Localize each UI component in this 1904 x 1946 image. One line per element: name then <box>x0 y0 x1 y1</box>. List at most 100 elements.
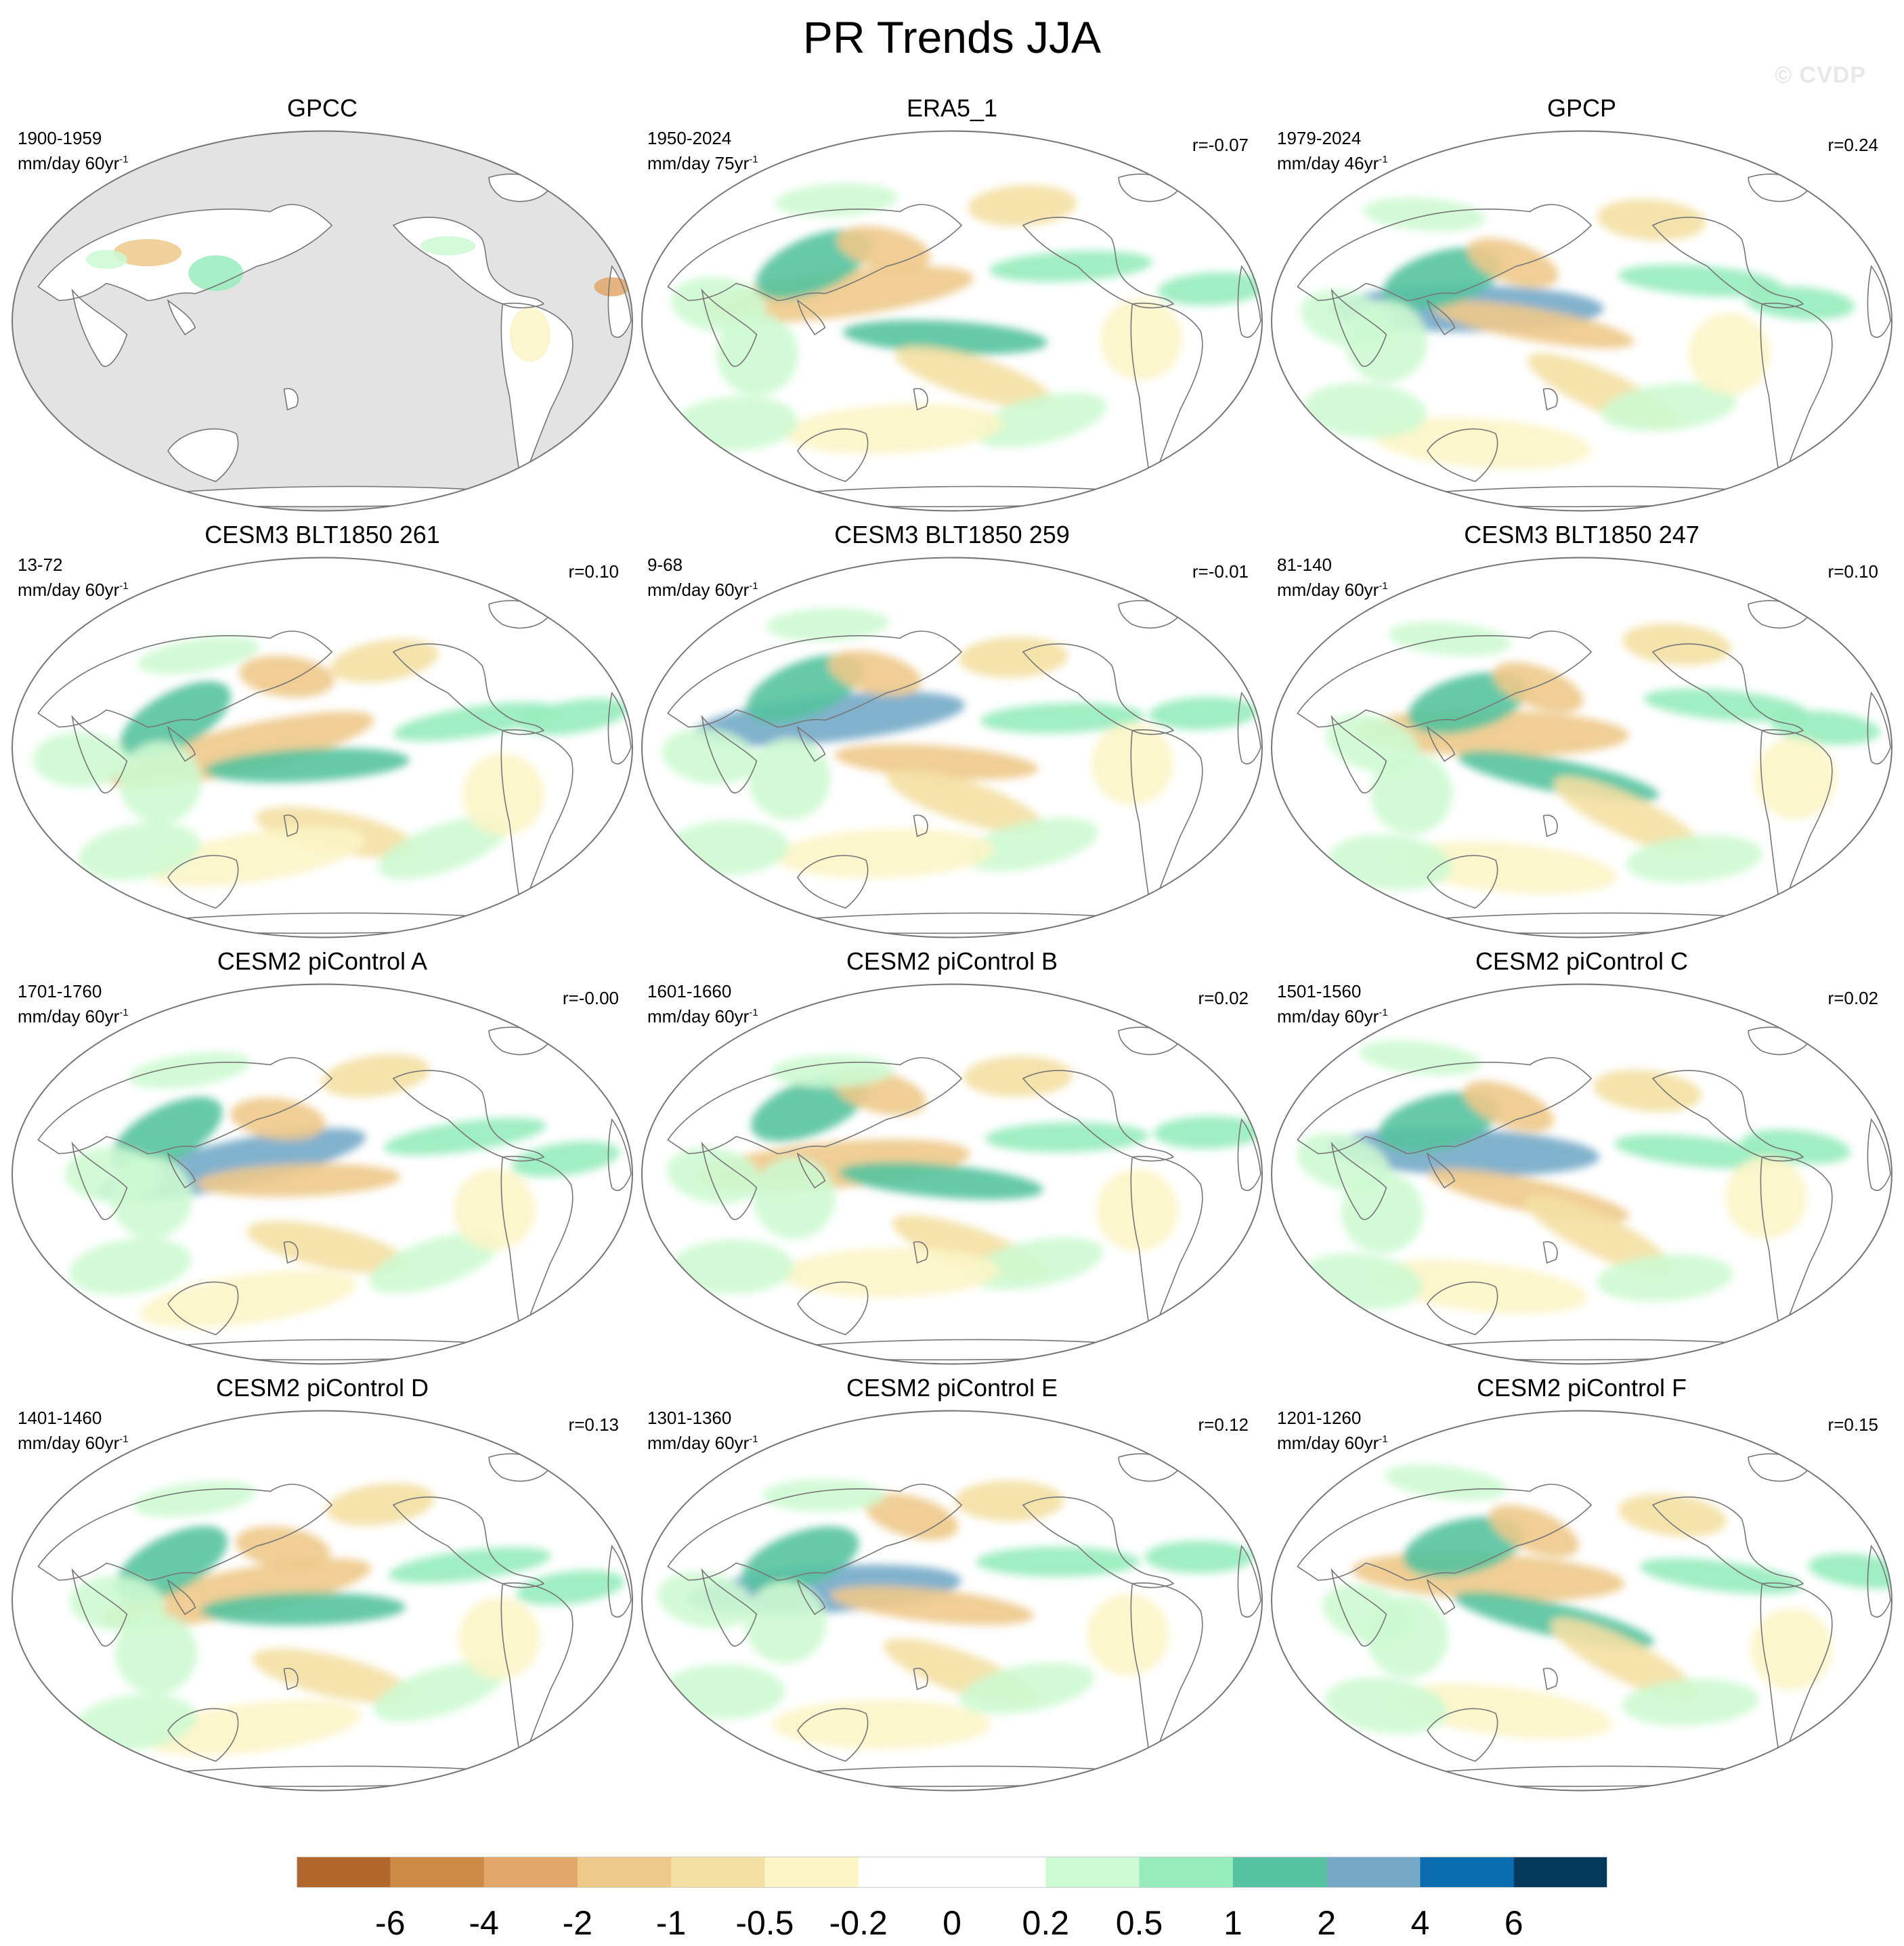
period-label: 1701-1760 <box>18 981 102 1001</box>
coastline <box>797 1281 869 1335</box>
coastline <box>71 1141 128 1220</box>
coastline <box>667 1484 963 1581</box>
coastline <box>167 725 196 762</box>
trend-blob <box>980 703 1144 734</box>
colorbar <box>297 1857 1607 1888</box>
map-panel: CESM2 piControl A 1701-1760 mm/day 60yr-1 r… <box>5 947 639 1373</box>
units-text: mm/day 60yr <box>18 1433 120 1453</box>
trend-blob <box>1750 1608 1833 1691</box>
units-label: mm/day 60yr-1 <box>18 1002 129 1027</box>
units-exponent: -1 <box>749 1007 758 1018</box>
map-panel: ERA5_1 1950-2024 mm/day 75yr-1 r=-0.07 <box>635 93 1269 520</box>
panel-title: CESM2 piControl C <box>1475 947 1689 975</box>
trend-blob <box>393 701 555 741</box>
coastline <box>796 725 826 762</box>
trend-blob <box>1100 298 1182 381</box>
trend-blob <box>321 1054 430 1098</box>
coastline <box>607 1544 632 1618</box>
colorbar-tick-label: 6 <box>1504 1904 1523 1942</box>
trend-blob <box>766 608 890 641</box>
colorbar-box <box>671 1857 765 1888</box>
trend-blob <box>1688 312 1771 395</box>
trend-blob <box>330 639 439 683</box>
map-panel: CESM2 piControl C 1501-1560 mm/day 60yr-1 r… <box>1265 947 1899 1373</box>
map-panel: CESM3 BLT1850 261 13-72 mm/day 60yr-1 r=0.1… <box>5 520 639 947</box>
land-area <box>284 388 298 410</box>
panel-title: GPCC <box>286 94 358 122</box>
coastline <box>1542 815 1558 838</box>
pattern-correlation: r=0.13 <box>568 1414 619 1435</box>
trend-blob <box>772 1700 991 1749</box>
units-text: mm/day 46yr <box>1277 153 1379 173</box>
trend-blob <box>1096 1169 1178 1251</box>
coastline <box>701 288 758 367</box>
trend-blob <box>839 1162 1043 1200</box>
trend-blob <box>368 1232 500 1294</box>
trend-blob <box>594 277 630 297</box>
pattern-correlation: r=0.15 <box>1827 1414 1878 1435</box>
trend-blob <box>239 655 334 698</box>
trend-blob <box>964 1056 1073 1098</box>
colorbar-tick-label: -0.5 <box>735 1904 794 1942</box>
units-text: mm/day 60yr <box>1277 580 1379 600</box>
trend-blob <box>968 185 1077 227</box>
map-border <box>641 1410 1263 1792</box>
trend-blob <box>785 404 1004 454</box>
colorbar-box <box>1420 1857 1515 1888</box>
trend-blob <box>139 1270 356 1328</box>
trend-blob <box>657 1572 753 1628</box>
trend-blob <box>462 754 544 836</box>
map-panel: GPCC 1900-1959 mm/day 60yr-1 <box>5 93 639 520</box>
map-border <box>12 130 633 512</box>
panel-title: GPCP <box>1546 94 1617 122</box>
coastline <box>1651 217 1804 309</box>
coastline <box>1330 288 1387 367</box>
coastline <box>1237 265 1261 338</box>
units-label: mm/day 46yr-1 <box>1277 149 1388 174</box>
panel-title: CESM2 piControl B <box>846 947 1058 975</box>
trend-blob <box>1408 672 1528 734</box>
trend-blob <box>458 1597 540 1680</box>
trend-blob <box>741 1526 859 1593</box>
map-field <box>12 557 632 938</box>
units-exponent: -1 <box>1379 580 1388 592</box>
coastline <box>1297 1057 1593 1154</box>
trend-blob <box>1725 1156 1807 1238</box>
trend-blob <box>834 743 1039 780</box>
trend-blob <box>326 1483 435 1526</box>
trend-blob <box>1325 1677 1448 1734</box>
map-border <box>641 557 1263 938</box>
robinson-map <box>1271 130 1892 512</box>
units-label: mm/day 60yr-1 <box>647 576 758 601</box>
trend-blob <box>373 1662 505 1722</box>
coastline <box>500 303 574 488</box>
map-border <box>12 557 633 938</box>
panel-title: CESM2 piControl D <box>215 1374 429 1402</box>
coastline <box>71 714 128 794</box>
coastline <box>1330 1567 1387 1647</box>
figure-title: PR Trends JJA <box>802 12 1102 62</box>
units-exponent: -1 <box>749 154 758 165</box>
coastline <box>392 643 545 735</box>
units-text: mm/day 60yr <box>647 1433 750 1453</box>
trend-blob <box>453 1168 536 1251</box>
coastline <box>701 714 758 794</box>
coastline <box>1426 299 1456 336</box>
period-label: 13-72 <box>18 555 63 575</box>
trend-blob <box>1345 300 1428 383</box>
period-label: 1401-1460 <box>18 1408 102 1428</box>
trend-blob <box>830 1586 1035 1625</box>
trend-blob <box>509 307 550 362</box>
coastline <box>1542 388 1558 411</box>
coastline <box>37 204 333 301</box>
trend-blob <box>188 255 243 291</box>
trend-blob <box>1383 247 1502 310</box>
coastline <box>500 729 574 914</box>
trend-blob <box>1403 1517 1524 1577</box>
colorbar-box <box>1513 1857 1607 1888</box>
coastline <box>1651 1070 1804 1162</box>
coastline <box>1022 1496 1175 1588</box>
units-exponent: -1 <box>749 580 758 592</box>
trend-blob <box>1373 417 1592 469</box>
coastline <box>1760 729 1833 914</box>
